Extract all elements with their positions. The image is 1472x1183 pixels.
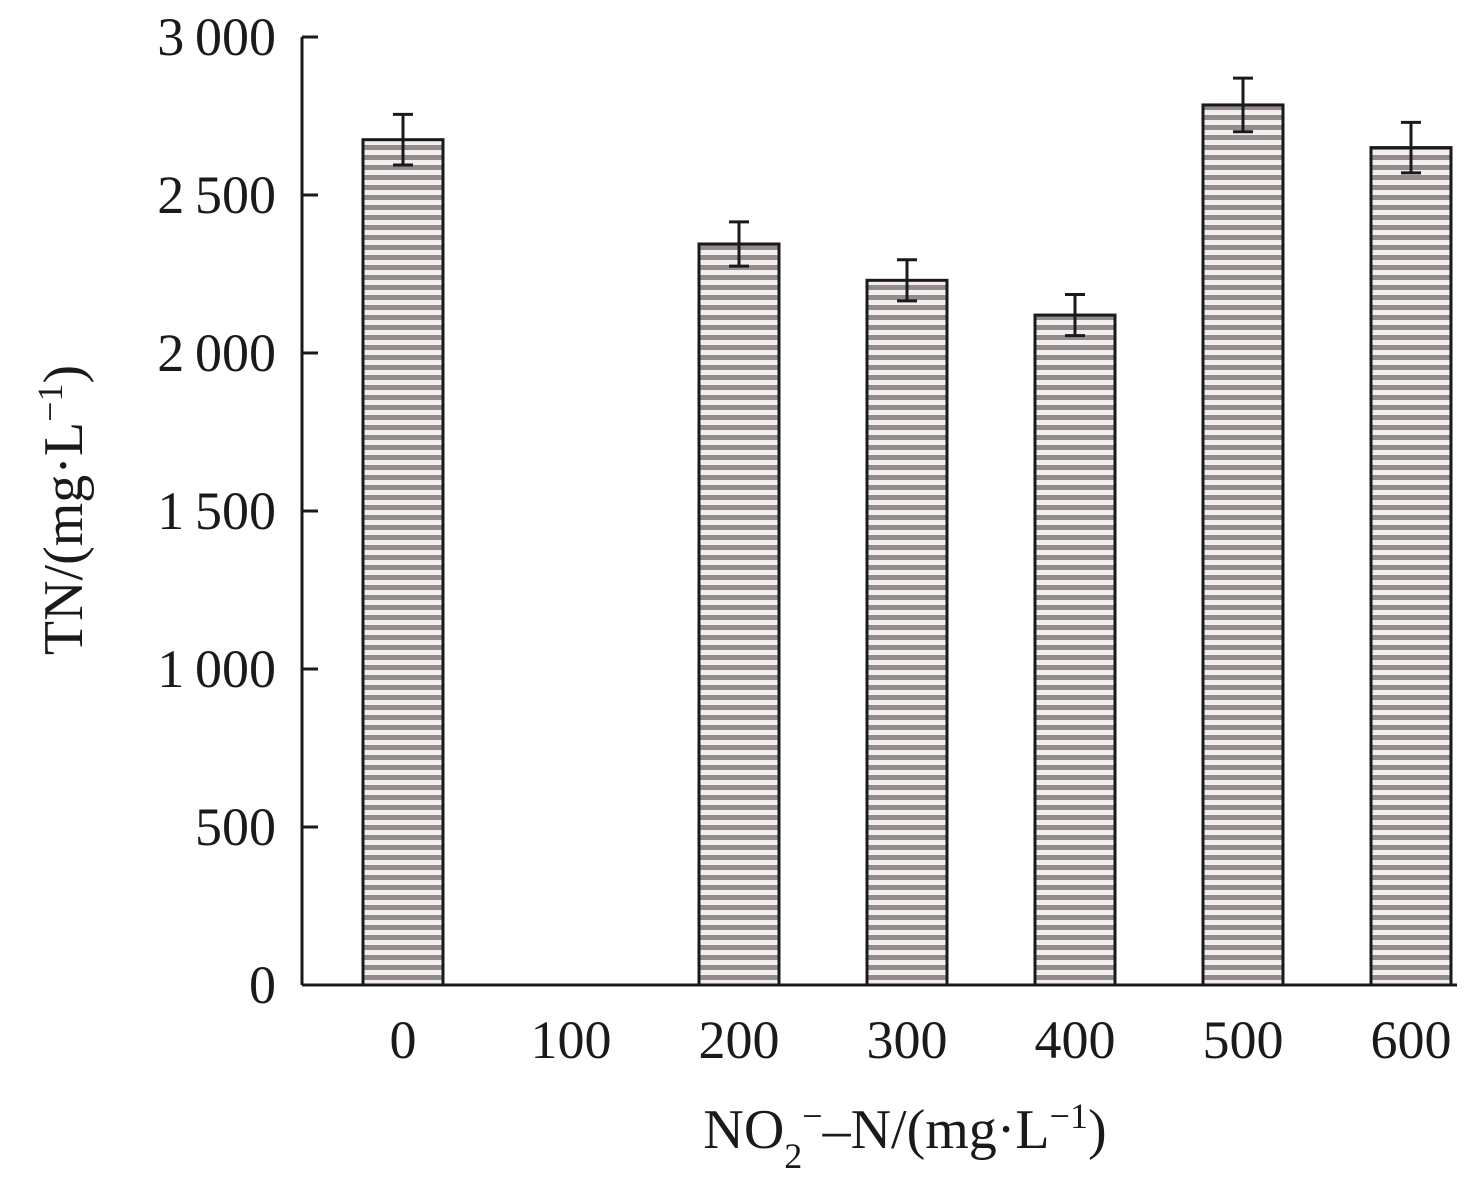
error-bar-600 [1401, 120, 1421, 175]
error-bar-0 [393, 112, 413, 167]
bar-500 [1201, 103, 1285, 987]
bar-400 [1033, 313, 1117, 987]
bar-200 [697, 242, 781, 987]
y-tick-label: 2 500 [157, 165, 276, 225]
bar-300 [865, 278, 949, 987]
y-tick-label: 500 [195, 797, 276, 857]
error-bar-400 [1065, 293, 1085, 338]
bar-0 [361, 138, 445, 987]
x-axis-label: NO2−–N/(mg·L−1) [703, 1096, 1106, 1176]
x-tick-label: 300 [867, 1010, 948, 1070]
x-tick-label: 400 [1035, 1010, 1116, 1070]
error-bars-group [393, 76, 1421, 338]
x-tick-label: 100 [531, 1010, 612, 1070]
x-tick-label: 200 [699, 1010, 780, 1070]
error-bar-500 [1233, 76, 1253, 134]
x-tick-label: 0 [390, 1010, 417, 1070]
y-tick-label: 3 000 [157, 7, 276, 67]
error-bar-300 [897, 258, 917, 303]
x-tick-label: 500 [1203, 1010, 1284, 1070]
y-axis-label: TN/(mg·L−1) [30, 365, 95, 655]
y-tick-label: 2 000 [157, 323, 276, 383]
error-bar-200 [729, 220, 749, 268]
bars-group [361, 103, 1453, 987]
y-tick-label: 1 000 [157, 639, 276, 699]
y-axis: 0 500 1 000 1 500 2 000 2 500 3 000 [157, 7, 318, 1015]
x-tick-label: 600 [1371, 1010, 1452, 1070]
bar-600 [1369, 146, 1453, 987]
y-tick-label: 0 [249, 955, 276, 1015]
y-tick-label: 1 500 [157, 481, 276, 541]
x-axis: 0 100 200 300 400 500 600 [302, 983, 1457, 1070]
